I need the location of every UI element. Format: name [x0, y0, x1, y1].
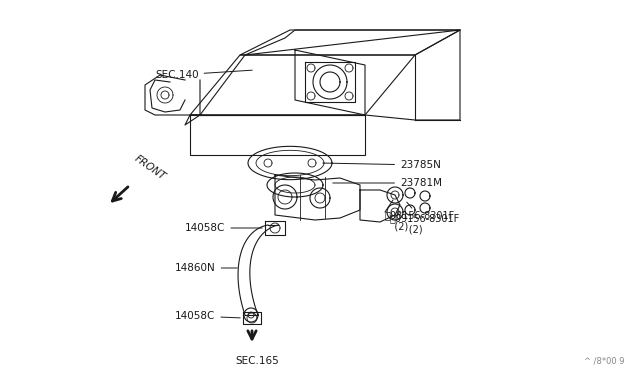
Text: 14058C: 14058C: [185, 223, 262, 233]
Text: FRONT: FRONT: [133, 153, 168, 182]
Text: SEC.140: SEC.140: [155, 70, 252, 80]
Text: ⒲08156-8301F
   (2): ⒲08156-8301F (2): [385, 210, 455, 232]
Text: 14860N: 14860N: [175, 263, 237, 273]
Text: 23781M: 23781M: [333, 178, 442, 188]
Text: 14058C: 14058C: [175, 311, 240, 321]
Text: ^ /8*00 9: ^ /8*00 9: [584, 356, 625, 365]
Text: SEC.165: SEC.165: [235, 356, 279, 366]
Text: ⒲09156-8301F
      (2): ⒲09156-8301F (2): [390, 202, 460, 235]
Text: 23785N: 23785N: [323, 160, 441, 170]
